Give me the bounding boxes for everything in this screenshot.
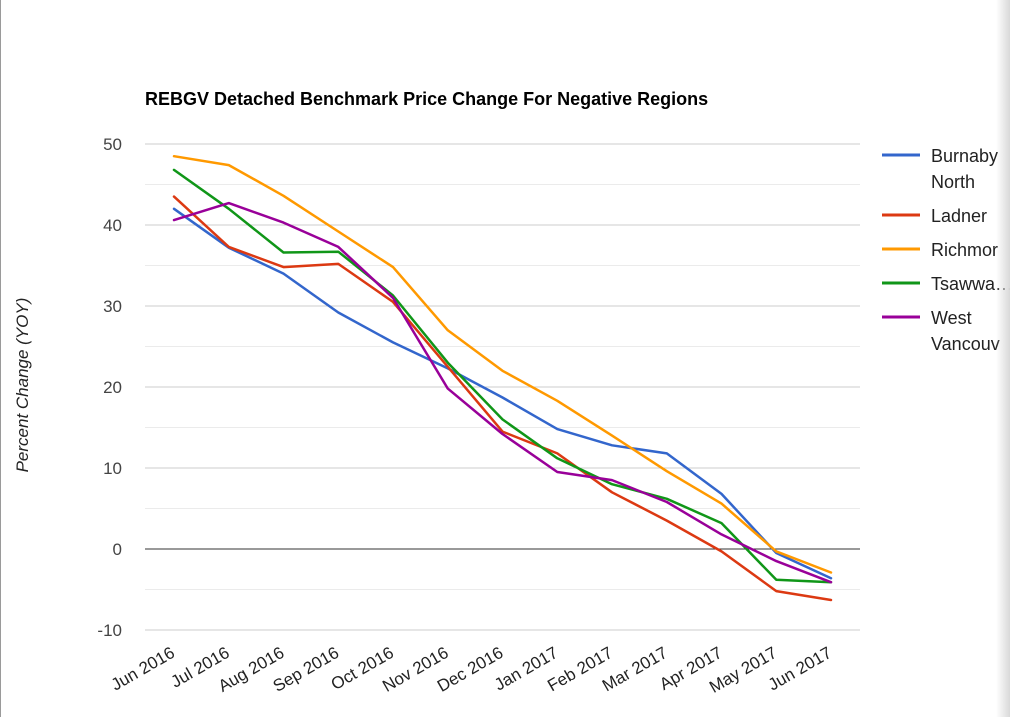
series-line-2 xyxy=(172,154,833,574)
y-tick-label: 40 xyxy=(103,216,122,235)
legend-label-0[interactable]: North xyxy=(931,172,975,192)
series-line-0 xyxy=(172,207,833,580)
series-line-1 xyxy=(172,195,833,602)
legend-label-1[interactable]: Ladner xyxy=(931,206,987,226)
legend-label-4[interactable]: Vancouv xyxy=(931,334,1000,354)
y-axis-ticks: 50 40 30 20 10 0 -10 xyxy=(97,135,122,640)
grid-lines xyxy=(145,143,860,631)
legend-label-4[interactable]: West xyxy=(931,308,972,328)
x-tick-label: Jun 2016 xyxy=(108,643,178,694)
x-tick-label: Jun 2017 xyxy=(765,643,835,694)
y-tick-label: 30 xyxy=(103,297,122,316)
window-left-edge xyxy=(0,0,1,717)
y-tick-label: -10 xyxy=(97,621,122,640)
y-axis-label: Percent Change (YOY) xyxy=(13,298,32,473)
window-right-shadow xyxy=(996,0,1010,717)
legend-label-3[interactable]: Tsawwa… xyxy=(931,274,1010,294)
y-tick-label: 20 xyxy=(103,378,122,397)
y-tick-label: 0 xyxy=(113,540,122,559)
legend[interactable]: Burnaby North Ladner Richmor Tsawwa… West Vanc… xyxy=(882,146,1010,354)
y-tick-label: 50 xyxy=(103,135,122,154)
legend-label-0[interactable]: Burnaby xyxy=(931,146,998,166)
series-lines xyxy=(172,154,833,602)
legend-label-2[interactable]: Richmor xyxy=(931,240,998,260)
series-line-3 xyxy=(172,168,833,584)
series-line-4 xyxy=(172,201,833,584)
y-tick-label: 10 xyxy=(103,459,122,478)
chart-title: REBGV Detached Benchmark Price Change Fo… xyxy=(145,89,708,109)
